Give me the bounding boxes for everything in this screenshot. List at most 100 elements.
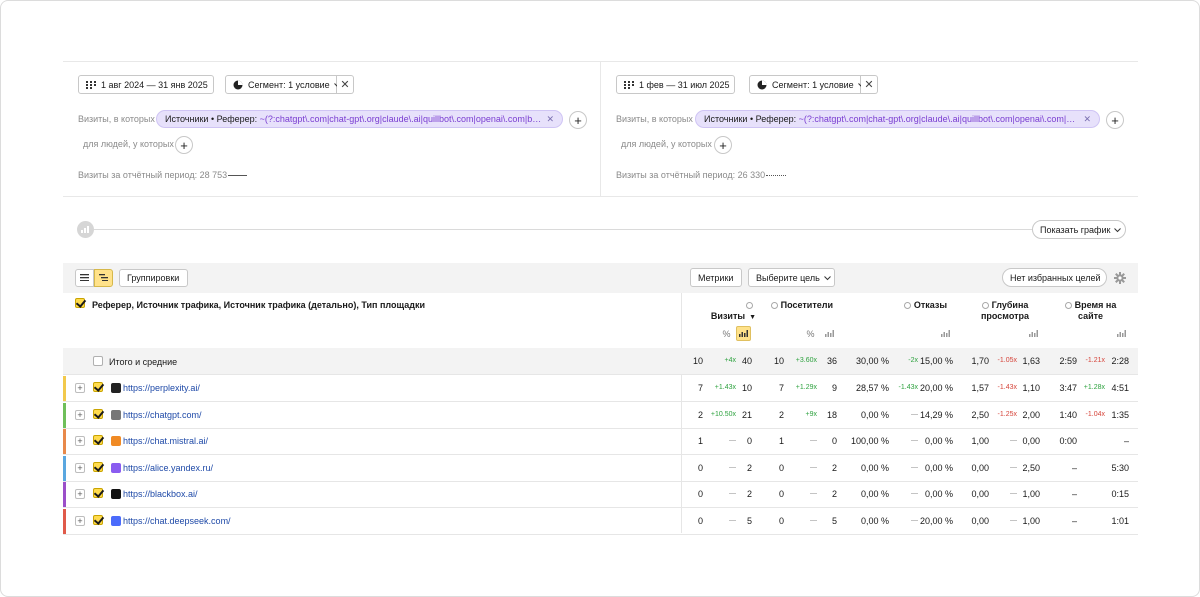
- close-icon[interactable]: ✕: [546, 113, 554, 124]
- table-row[interactable]: + https://alice.yandex.ru/0 — 2 0 — 2 0,00 % — 0,…: [63, 455, 1138, 482]
- metric-change: —: [810, 463, 817, 471]
- row-checkbox[interactable]: [93, 435, 103, 445]
- metric-name: Посетители: [780, 300, 833, 310]
- expand-row-button[interactable]: +: [75, 436, 85, 446]
- expand-row-button[interactable]: +: [75, 409, 85, 420]
- tree-view-button[interactable]: [94, 269, 113, 287]
- metric-value-period-2: 10: [741, 383, 752, 393]
- favorite-goals-button[interactable]: Нет избранных целей: [1002, 268, 1107, 287]
- table-toolbar: [63, 263, 1138, 293]
- metric-change: +9x: [805, 410, 817, 418]
- bar-chart-icon[interactable]: [938, 326, 953, 341]
- referrer-link[interactable]: https://alice.yandex.ru/: [123, 462, 214, 473]
- segment-right-remove-button[interactable]: ✕: [861, 75, 878, 94]
- referrer-link[interactable]: https://perplexity.ai/: [123, 383, 200, 393]
- bar-chart-icon[interactable]: [736, 326, 751, 341]
- referrer-link[interactable]: https://chat.deepseek.com/: [123, 515, 231, 526]
- tree-icon: [99, 273, 108, 283]
- metric-header-4[interactable]: Глубина просмотра: [975, 300, 1035, 322]
- metric-value-period-1: 0: [697, 489, 703, 499]
- top-divider: [63, 61, 1138, 62]
- metric-change: —: [1010, 437, 1017, 444]
- metric-radio[interactable]: [1064, 302, 1072, 309]
- metric-value-period-1: 1: [697, 436, 703, 446]
- percent-toggle-icon[interactable]: %: [722, 328, 731, 339]
- metric-value-period-2: 0: [746, 436, 752, 446]
- metric-change: —: [729, 437, 736, 444]
- metric-value-period-1: 0: [778, 489, 784, 499]
- filter-left-pill[interactable]: Источники • Реферер: ~(?:chatgpt\.com|ch…: [156, 110, 563, 128]
- groupings-button[interactable]: Группировки: [119, 269, 188, 287]
- expand-row-button[interactable]: +: [75, 383, 85, 393]
- metric-value-period-2: 2: [831, 489, 837, 499]
- metric-header-3[interactable]: Отказы: [880, 300, 947, 311]
- dimension-header-label: Реферер, Источник трафика, Источник траф…: [92, 300, 425, 310]
- totals-checkbox[interactable]: [93, 356, 103, 366]
- metric-header-2[interactable]: Посетители: [770, 300, 833, 311]
- chevron-down-icon: [823, 273, 831, 283]
- date-range-right-label: 1 фев — 31 июл 2025: [639, 79, 730, 90]
- metric-change: +1.29x: [795, 384, 817, 391]
- list-view-button[interactable]: [75, 269, 94, 287]
- expand-row-button[interactable]: +: [75, 462, 85, 473]
- metric-value-period-1: –: [1071, 515, 1077, 526]
- bar-chart-icon[interactable]: [1114, 326, 1129, 341]
- percent-toggle-icon[interactable]: %: [806, 328, 815, 339]
- list-icon: [80, 273, 89, 283]
- add-filter-left-button[interactable]: +: [569, 111, 587, 129]
- metrics-button[interactable]: Метрики: [690, 268, 742, 287]
- add-people-filter-right-button[interactable]: +: [714, 136, 732, 154]
- metric-radio[interactable]: [746, 302, 753, 309]
- metric-header-1[interactable]: Визиты ▼: [703, 300, 756, 323]
- close-icon[interactable]: ✕: [1083, 113, 1091, 124]
- choose-goal-button[interactable]: Выберите цель: [748, 268, 835, 287]
- metric-value-period-2: 1:35: [1111, 409, 1129, 420]
- metric-change: —: [911, 437, 918, 444]
- metric-radio[interactable]: [981, 302, 989, 309]
- dimension-checkbox[interactable]: [75, 298, 85, 308]
- table-row[interactable]: + https://blackbox.ai/0 — 2 0 — 2 0,00 % — 0,00 %…: [63, 481, 1138, 508]
- metric-radio[interactable]: [770, 302, 778, 309]
- show-chart-button[interactable]: Показать график: [1032, 220, 1126, 239]
- filter-right-pill[interactable]: Источники • Реферер: ~(?:chatgpt\.com|ch…: [695, 110, 1100, 128]
- metric-value-period-1: 7: [697, 383, 703, 393]
- date-range-right-button[interactable]: 1 фев — 31 июл 2025: [616, 75, 735, 94]
- metric-value-period-1: 0: [697, 462, 703, 473]
- row-checkbox[interactable]: [93, 408, 103, 419]
- row-checkbox[interactable]: [93, 382, 103, 392]
- period-visits-right: Визиты за отчётный период: 26 330: [616, 170, 766, 180]
- referrer-link[interactable]: https://chat.mistral.ai/: [123, 436, 209, 446]
- date-range-left-button[interactable]: 1 авг 2024 — 31 янв 2025: [78, 75, 214, 94]
- gear-icon[interactable]: [1114, 272, 1126, 286]
- metric-value-period-1: 2: [778, 409, 784, 420]
- bar-chart-icon[interactable]: [822, 326, 837, 341]
- segment-left-button[interactable]: Сегмент: 1 условие: [225, 75, 341, 94]
- expand-row-button[interactable]: +: [75, 515, 85, 526]
- segment-right-button[interactable]: Сегмент: 1 условие: [749, 75, 865, 94]
- row-checkbox[interactable]: [93, 488, 103, 498]
- favorite-goals-label: Нет избранных целей: [1010, 272, 1101, 283]
- row-color-stripe: [63, 455, 66, 481]
- chart-handle[interactable]: [77, 221, 94, 238]
- table-row[interactable]: + https://perplexity.ai/7 +1.43x 10 7 +1.29x 9…: [63, 375, 1138, 402]
- referrer-link[interactable]: https://chatgpt.com/: [123, 409, 202, 420]
- table-row[interactable]: + https://chat.deepseek.com/0 — 5 0 — 5 0,00 % —…: [63, 508, 1138, 535]
- expand-row-button[interactable]: +: [75, 489, 85, 499]
- metric-value-period-1: 0: [697, 515, 703, 526]
- table-row[interactable]: + https://chat.mistral.ai/1 — 0 1 — 0 100,00 % —…: [63, 428, 1138, 455]
- bar-chart-icon[interactable]: [1026, 326, 1041, 341]
- segment-left-remove-button[interactable]: ✕: [337, 75, 354, 94]
- sort-desc-icon[interactable]: ▼: [749, 314, 756, 321]
- row-checkbox[interactable]: [93, 461, 103, 472]
- metric-value-period-2: 2:28: [1111, 356, 1129, 366]
- people-where-left-label: для людей, у которых: [83, 139, 174, 149]
- table-row[interactable]: + https://chatgpt.com/2 +10.50x 21 2 +9x 18 0,0…: [63, 402, 1138, 429]
- plus-icon: +: [180, 137, 188, 153]
- metric-header-5[interactable]: Время на сайте: [1058, 300, 1123, 322]
- referrer-link[interactable]: https://blackbox.ai/: [123, 489, 198, 499]
- add-people-filter-left-button[interactable]: +: [175, 136, 193, 154]
- row-checkbox[interactable]: [93, 514, 103, 525]
- metric-radio[interactable]: [903, 302, 911, 309]
- add-filter-right-button[interactable]: +: [1106, 111, 1124, 129]
- metric-change: —: [810, 490, 817, 497]
